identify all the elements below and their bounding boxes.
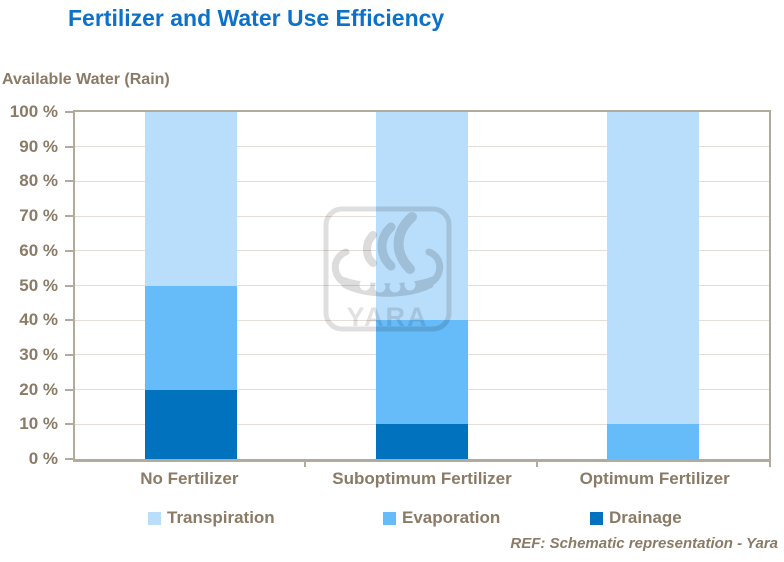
yara-watermark: YARA xyxy=(323,206,452,332)
y-axis-tick xyxy=(65,284,73,287)
y-axis-tick xyxy=(65,388,73,391)
y-axis-tick xyxy=(65,111,73,113)
legend-swatch-transpiration xyxy=(148,511,161,525)
segment-drainage-suboptimum-fertilizer xyxy=(376,424,468,459)
segment-transpiration-optimum-fertilizer xyxy=(607,112,700,425)
segment-evaporation-no-fertilizer xyxy=(144,285,237,390)
legend-label-transpiration: Transpiration xyxy=(167,508,275,527)
x-axis-tick xyxy=(303,462,306,467)
segment-evaporation-optimum-fertilizer xyxy=(607,424,700,459)
y-axis-tick xyxy=(65,353,73,356)
legend-item-drainage: Drainage xyxy=(590,508,682,528)
ship-hull xyxy=(339,275,436,297)
y-axis-title: Available Water (Rain) xyxy=(2,71,170,88)
legend-swatch-evaporation xyxy=(383,511,396,525)
legend-item-evaporation: Evaporation xyxy=(383,508,500,528)
y-axis-tick xyxy=(65,249,73,252)
legend-item-transpiration: Transpiration xyxy=(148,508,275,528)
segment-transpiration-no-fertilizer xyxy=(144,112,237,286)
viking-ship-icon xyxy=(331,212,444,285)
y-axis-tick xyxy=(65,458,73,460)
segment-drainage-no-fertilizer xyxy=(144,389,237,459)
y-axis-tick xyxy=(65,423,73,426)
bar-optimum-fertilizer xyxy=(607,112,700,459)
legend-label-evaporation: Evaporation xyxy=(402,508,501,527)
y-axis-tick-label: 90 % xyxy=(19,136,58,156)
y-axis-tick-label: 50 % xyxy=(19,275,58,295)
y-axis-tick-label: 100 % xyxy=(9,102,58,121)
y-axis-tick xyxy=(65,215,73,218)
y-axis-tick-label: 70 % xyxy=(19,206,58,226)
legend-label-drainage: Drainage xyxy=(609,508,682,527)
y-axis-tick-label: 60 % xyxy=(19,240,58,260)
y-axis-tick-label: 0 % xyxy=(28,449,58,468)
x-axis-label-suboptimum-fertilizer: Suboptimum Fertilizer xyxy=(332,469,512,488)
y-axis-tick xyxy=(65,145,73,148)
y-axis-tick-label: 30 % xyxy=(19,344,58,364)
watermark-wordmark: YARA xyxy=(346,302,428,332)
legend-swatch-drainage xyxy=(590,511,603,525)
bar-no-fertilizer xyxy=(144,112,237,459)
watermark-frame xyxy=(323,206,452,332)
y-axis-tick-label: 20 % xyxy=(19,379,58,399)
y-axis-tick-label: 40 % xyxy=(19,310,58,330)
chart-title: Fertilizer and Water Use Efficiency xyxy=(68,5,445,31)
y-axis-tick xyxy=(65,319,73,322)
x-axis-label-no-fertilizer: No Fertilizer xyxy=(140,469,239,488)
y-axis-tick xyxy=(65,180,73,183)
reference-note: REF: Schematic representation - Yara xyxy=(510,535,778,552)
segment-evaporation-suboptimum-fertilizer xyxy=(376,320,468,425)
x-axis-tick xyxy=(536,462,539,467)
plot-area: YARA xyxy=(73,110,771,462)
x-axis-tick xyxy=(769,462,771,467)
y-axis-tick-label: 10 % xyxy=(19,414,58,434)
ship-shields xyxy=(359,279,416,293)
y-axis-tick-label: 80 % xyxy=(19,171,58,191)
x-axis-label-optimum-fertilizer: Optimum Fertilizer xyxy=(579,469,730,488)
